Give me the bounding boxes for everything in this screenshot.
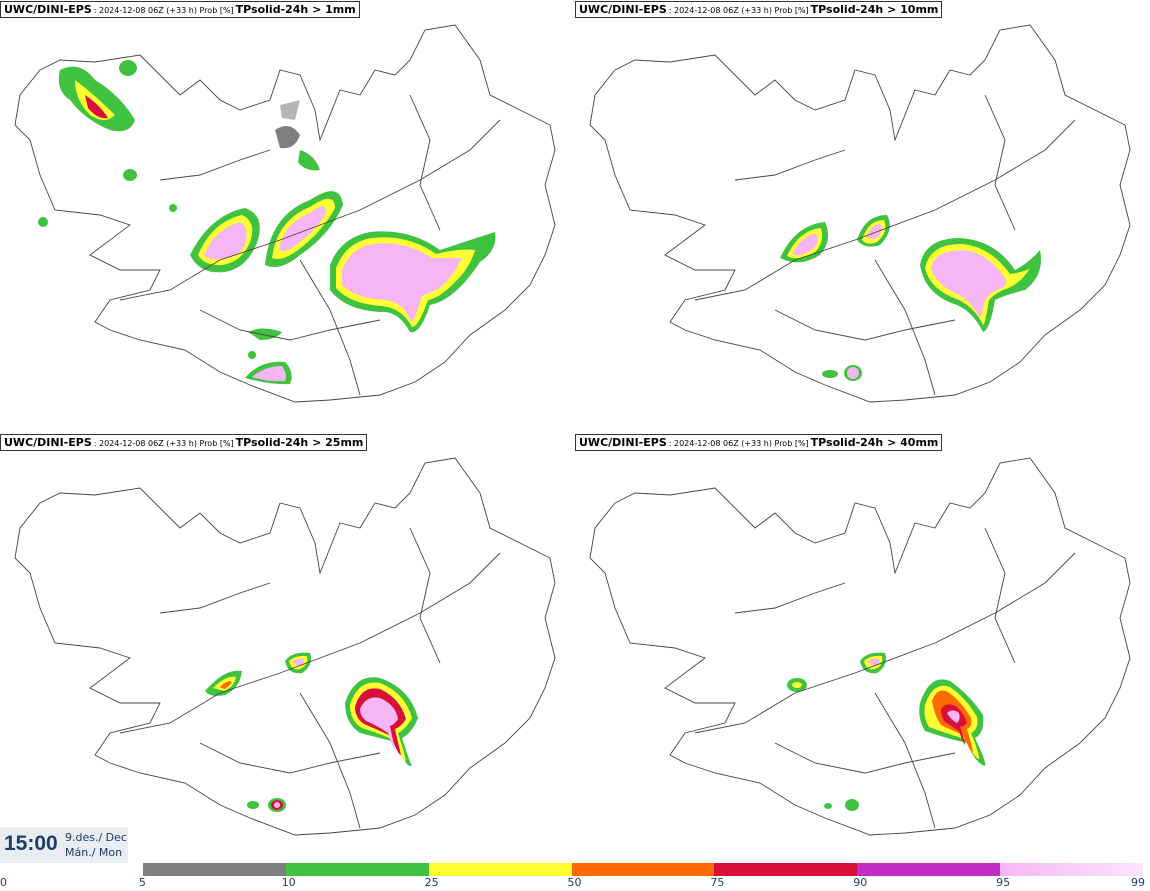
valid-weekday: Mán./ Mon [65,846,123,859]
model-name: UWC/DINI-EPS [579,3,667,16]
legend-tick-label: 5 [138,876,146,889]
legend-tick-label: 75 [710,876,725,889]
run-info: : 2024-12-08 06Z (+33 h) Prob [%] [668,439,809,448]
valid-time-box: 15:00 9.des./ Dec Mán./ Mon [0,827,128,863]
parameter-label: TPsolid-24h > 40mm [810,436,939,449]
model-name: UWC/DINI-EPS [4,3,92,16]
map-panel-1mm: UWC/DINI-EPS: 2024-12-08 06Z (+33 h) Pro… [0,0,575,430]
panel-title: UWC/DINI-EPS: 2024-12-08 06Z (+33 h) Pro… [0,1,360,18]
probability-fields [205,652,418,812]
legend-tick-label: 95 [996,876,1011,889]
legend-swatch [0,863,143,876]
probability-fields [780,215,1041,381]
panel-title: UWC/DINI-EPS: 2024-12-08 06Z (+33 h) Pro… [0,434,368,451]
valid-time: 15:00 [4,832,58,855]
model-name: UWC/DINI-EPS [4,436,92,449]
iceland-map [14,457,556,836]
iceland-map [14,24,556,403]
parameter-label: TPsolid-24h > 25mm [235,436,364,449]
panel-title: UWC/DINI-EPS: 2024-12-08 06Z (+33 h) Pro… [575,434,943,451]
parameter-label: TPsolid-24h > 1mm [235,3,356,16]
parameter-label: TPsolid-24h > 10mm [810,3,939,16]
map-panel-25mm: UWC/DINI-EPS: 2024-12-08 06Z (+33 h) Pro… [0,433,575,863]
legend-tick-label: 25 [424,876,439,889]
coastline-outline [14,457,556,836]
legend-swatch [285,863,429,876]
legend-swatch [571,863,715,876]
legend-swatch [857,863,1001,876]
iceland-map [589,457,1131,836]
probability-fields [38,60,496,385]
iceland-map [589,24,1131,403]
legend-swatch [142,863,286,876]
legend-tick-label: 50 [567,876,582,889]
run-info: : 2024-12-08 06Z (+33 h) Prob [%] [93,6,234,15]
legend-tick-label: 90 [853,876,868,889]
legend-tick-label: 99 [1131,876,1145,889]
legend-swatch [1000,863,1143,876]
coastline-outline [589,457,1131,836]
valid-date: 9.des./ Dec [65,831,127,844]
legend-tick-label: 0 [0,876,7,889]
legend-tick-label: 10 [281,876,296,889]
probability-fields [787,652,986,811]
map-panel-40mm: UWC/DINI-EPS: 2024-12-08 06Z (+33 h) Pro… [575,433,1150,863]
coastline-outline [589,24,1131,403]
run-info: : 2024-12-08 06Z (+33 h) Prob [%] [668,6,809,15]
map-panel-10mm: UWC/DINI-EPS: 2024-12-08 06Z (+33 h) Pro… [575,0,1150,430]
legend-swatch [428,863,572,876]
model-name: UWC/DINI-EPS [579,436,667,449]
coastline-outline [14,24,556,403]
run-info: : 2024-12-08 06Z (+33 h) Prob [%] [93,439,234,448]
panel-title: UWC/DINI-EPS: 2024-12-08 06Z (+33 h) Pro… [575,1,943,18]
legend-swatch [714,863,858,876]
